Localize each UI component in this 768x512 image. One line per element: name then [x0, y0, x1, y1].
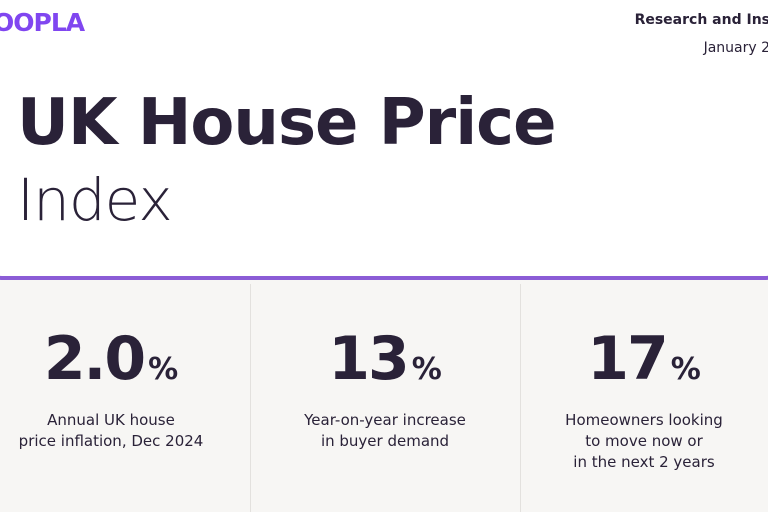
- stat-label: Annual UK house price inflation, Dec 2024: [0, 410, 250, 452]
- section-name: Research and Ins: [634, 12, 768, 28]
- header-panel: [0, 0, 768, 280]
- logo: OOPLA: [0, 8, 85, 37]
- stat-value: 2.0: [43, 324, 146, 394]
- stat-label-line: Annual UK house: [47, 411, 175, 429]
- title: UK House Price: [17, 86, 556, 160]
- stat: 17% Homeowners looking to move now or in th…: [520, 284, 768, 512]
- stat-label: Homeowners looking to move now or in the n…: [520, 410, 768, 473]
- stat-label-line: Year-on-year increase: [304, 411, 466, 429]
- stat-value: 17: [587, 324, 668, 394]
- stat-label-line: in the next 2 years: [573, 453, 715, 471]
- subtitle: Index: [17, 166, 173, 234]
- stat-unit: %: [670, 352, 701, 387]
- stat-unit: %: [411, 352, 442, 387]
- stat-figure: 17%: [520, 324, 768, 394]
- separator: [520, 284, 521, 512]
- stat-label-line: price inflation, Dec 2024: [18, 432, 204, 450]
- stat-unit: %: [148, 352, 179, 387]
- separator: [250, 284, 251, 512]
- stat-label: Year-on-year increase in buyer demand: [250, 410, 520, 452]
- stat-figure: 13%: [250, 324, 520, 394]
- stats-panel: 2.0% Annual UK house price inflation, Dec …: [0, 284, 768, 512]
- stat-figure: 2.0%: [0, 324, 250, 394]
- stat-label-line: to move now or: [585, 432, 703, 450]
- stat: 13% Year-on-year increase in buyer demand: [250, 284, 520, 512]
- stat: 2.0% Annual UK house price inflation, Dec …: [0, 284, 250, 512]
- stat-value: 13: [328, 324, 409, 394]
- stat-label-line: Homeowners looking: [565, 411, 723, 429]
- stat-label-line: in buyer demand: [320, 432, 450, 450]
- date: January 2: [703, 40, 768, 56]
